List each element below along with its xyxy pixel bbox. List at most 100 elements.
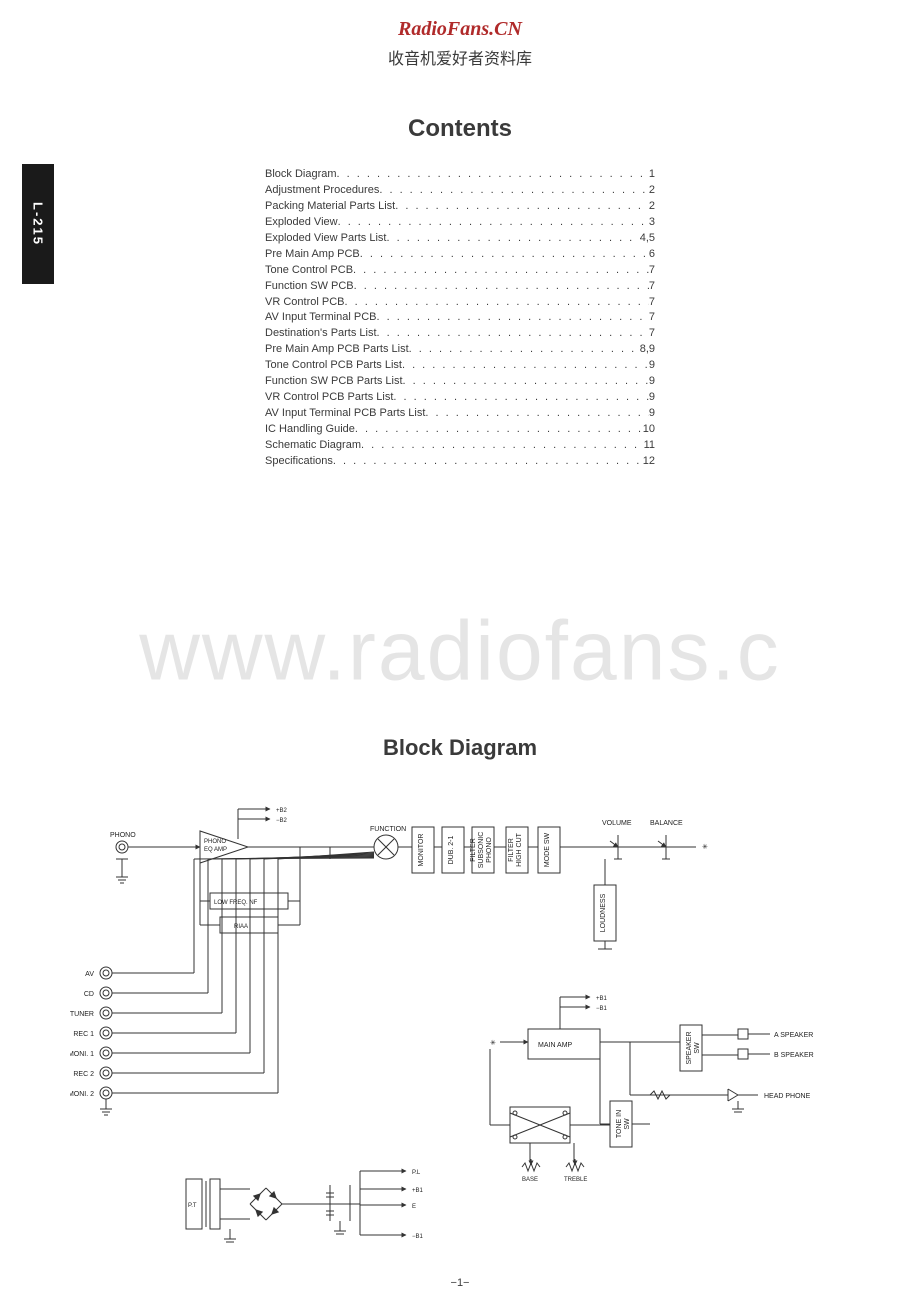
toc-dots: [333, 454, 643, 470]
toc-label: IC Handling Guide: [265, 422, 355, 438]
toc-dots: [379, 183, 649, 199]
toc-dots: [393, 390, 649, 406]
toc-dots: [360, 247, 649, 263]
svg-text:−B2: −B2: [276, 818, 288, 824]
table-of-contents: Block Diagram1Adjustment Procedures2Pack…: [265, 167, 655, 470]
toc-page: 9: [649, 374, 655, 390]
toc-label: Pre Main Amp PCB: [265, 247, 360, 263]
toc-label: Specifications: [265, 454, 333, 470]
toc-row: VR Control PCB Parts List9: [265, 390, 655, 406]
toc-label: VR Control PCB: [265, 295, 344, 311]
toc-row: Tone Control PCB Parts List9: [265, 358, 655, 374]
toc-label: Function SW PCB Parts List: [265, 374, 403, 390]
toc-dots: [353, 263, 649, 279]
toc-row: Tone Control PCB7: [265, 263, 655, 279]
toc-row: Pre Main Amp PCB 6: [265, 247, 655, 263]
svg-text:SW: SW: [694, 1042, 701, 1054]
toc-label: Pre Main Amp PCB Parts List: [265, 342, 409, 358]
toc-row: Function SW PCB Parts List 9: [265, 374, 655, 390]
toc-label: AV Input Terminal PCB Parts List: [265, 406, 425, 422]
toc-page: 9: [649, 406, 655, 422]
svg-text:BASE: BASE: [522, 1177, 538, 1183]
toc-page: 12: [643, 454, 655, 470]
svg-text:TUNER: TUNER: [70, 1011, 94, 1018]
svg-text:BALANCE: BALANCE: [650, 820, 683, 827]
svg-text:E: E: [412, 1204, 416, 1210]
toc-dots: [403, 374, 649, 390]
svg-text:TREBLE: TREBLE: [564, 1177, 587, 1183]
toc-page: 7: [649, 310, 655, 326]
svg-text:SW: SW: [624, 1118, 631, 1130]
svg-text:MAIN AMP: MAIN AMP: [538, 1042, 573, 1049]
toc-dots: [402, 358, 649, 374]
side-tab: L-215: [22, 164, 54, 284]
svg-text:PHONO: PHONO: [204, 839, 226, 845]
toc-dots: [386, 231, 639, 247]
svg-text:SPEAKER: SPEAKER: [686, 1031, 693, 1064]
svg-text:TONE IN: TONE IN: [616, 1110, 623, 1138]
toc-dots: [354, 279, 649, 295]
toc-label: Tone Control PCB Parts List: [265, 358, 402, 374]
svg-text:MONITOR: MONITOR: [418, 833, 425, 866]
toc-page: 10: [643, 422, 655, 438]
svg-text:P.L: P.L: [412, 1170, 421, 1176]
svg-text:CD: CD: [84, 991, 94, 998]
toc-row: Exploded View Parts List4,5: [265, 231, 655, 247]
toc-row: Function SW PCB7: [265, 279, 655, 295]
toc-label: Destination's Parts List: [265, 326, 377, 342]
toc-label: Exploded View Parts List: [265, 231, 386, 247]
toc-row: Packing Material Parts List2: [265, 199, 655, 215]
contents-title: Contents: [0, 115, 920, 143]
svg-text:LOW FREQ. NF: LOW FREQ. NF: [214, 900, 258, 906]
toc-page: 2: [649, 183, 655, 199]
toc-page: 7: [649, 263, 655, 279]
toc-dots: [395, 199, 649, 215]
svg-text:A SPEAKER: A SPEAKER: [774, 1032, 813, 1039]
svg-text:SUBSONIC: SUBSONIC: [478, 832, 485, 869]
svg-text:−B1: −B1: [412, 1234, 424, 1240]
toc-dots: [344, 295, 648, 311]
toc-page: 3: [649, 215, 655, 231]
toc-row: Block Diagram1: [265, 167, 655, 183]
toc-row: AV Input Terminal PCB 7: [265, 310, 655, 326]
page-number: −1−: [0, 1277, 920, 1289]
svg-text:LOUDNESS: LOUDNESS: [600, 893, 607, 932]
svg-text:MONI. 2: MONI. 2: [70, 1091, 94, 1098]
toc-row: Adjustment Procedures2: [265, 183, 655, 199]
svg-text:VOLUME: VOLUME: [602, 820, 632, 827]
svg-text:−B1: −B1: [596, 1006, 608, 1012]
toc-row: Destination's Parts List 7: [265, 326, 655, 342]
toc-page: 1: [649, 167, 655, 183]
toc-label: Exploded View: [265, 215, 338, 231]
svg-text:+B2: +B2: [276, 808, 288, 814]
toc-label: VR Control PCB Parts List: [265, 390, 393, 406]
svg-text:EQ AMP: EQ AMP: [204, 847, 227, 853]
svg-text:+B1: +B1: [596, 996, 608, 1002]
toc-page: 11: [644, 438, 655, 454]
toc-row: Schematic Diagram 11: [265, 438, 655, 454]
toc-row: IC Handling Guide 10: [265, 422, 655, 438]
svg-text:P.T: P.T: [188, 1203, 197, 1209]
toc-dots: [355, 422, 643, 438]
site-title: RadioFans.CN: [0, 0, 920, 41]
svg-text:HEAD PHONE: HEAD PHONE: [764, 1093, 811, 1100]
svg-text:HIGH CUT: HIGH CUT: [516, 832, 523, 867]
svg-text:FILTER: FILTER: [470, 838, 477, 862]
toc-row: Specifications 12: [265, 454, 655, 470]
toc-dots: [337, 167, 649, 183]
toc-page: 6: [649, 247, 655, 263]
toc-page: 7: [649, 279, 655, 295]
svg-text:REC 1: REC 1: [73, 1031, 94, 1038]
toc-page: 8,9: [640, 342, 655, 358]
toc-page: 7: [649, 295, 655, 311]
toc-label: Schematic Diagram: [265, 438, 361, 454]
toc-dots: [409, 342, 640, 358]
toc-label: AV Input Terminal PCB: [265, 310, 376, 326]
toc-row: Pre Main Amp PCB Parts List 8,9: [265, 342, 655, 358]
toc-page: 7: [649, 326, 655, 342]
svg-text:B SPEAKER: B SPEAKER: [774, 1052, 814, 1059]
toc-dots: [376, 310, 648, 326]
toc-label: Packing Material Parts List: [265, 199, 395, 215]
toc-dots: [361, 438, 644, 454]
svg-text:FILTER: FILTER: [508, 838, 515, 862]
